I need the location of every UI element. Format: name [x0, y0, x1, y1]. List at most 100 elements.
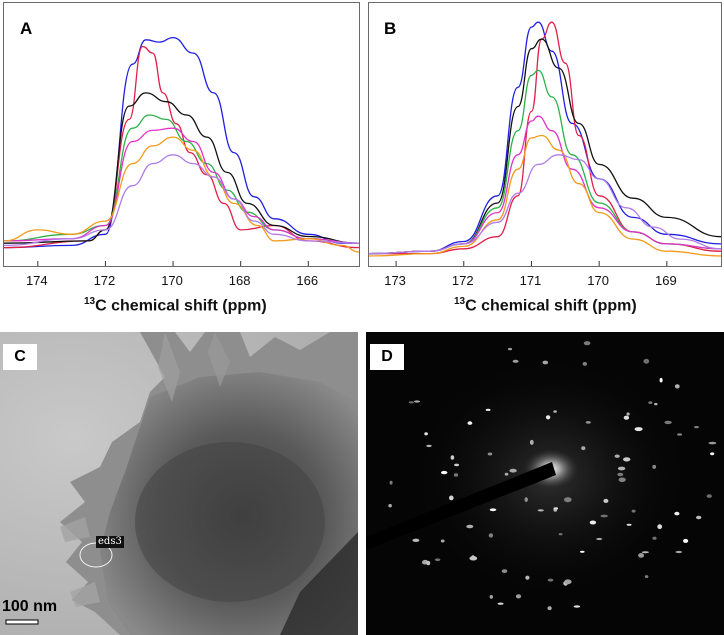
diffraction-spot: [507, 347, 513, 351]
diffraction-spot: [623, 457, 631, 462]
panel-d-label: D: [370, 344, 404, 370]
svgA-series-5: [4, 127, 359, 244]
diffraction-spot: [657, 524, 663, 530]
diffraction-spot: [515, 594, 522, 599]
panel-b: B 173 172 171 170 169 13C chemical shift (pp…: [362, 0, 724, 320]
diffraction-spot: [537, 509, 544, 512]
diffraction-spot: [600, 514, 608, 518]
diffraction-spot: [501, 569, 508, 573]
diffraction-spot: [626, 523, 632, 526]
panel-d-diffraction-image: D: [366, 332, 724, 635]
diffraction-spot: [467, 421, 473, 425]
diffraction-spot: [412, 538, 420, 542]
diffraction-spot: [694, 426, 699, 429]
diffraction-spot: [634, 427, 643, 432]
svgB-series-3: [369, 38, 721, 255]
diffraction-spot: [426, 444, 432, 448]
ticksA-label-172: 172: [93, 273, 116, 288]
diffraction-spot: [644, 575, 649, 579]
svgA-series-4: [4, 114, 359, 244]
panel-c-micrograph: [0, 332, 358, 635]
diffraction-spot: [454, 463, 460, 467]
diffraction-spot: [466, 524, 474, 529]
diffraction-spot: [450, 455, 455, 460]
svgA-series-3: [4, 92, 359, 244]
diffraction-spot: [674, 511, 680, 516]
ticksA-label-174: 174: [25, 273, 48, 288]
svgA-series-7: [4, 154, 359, 247]
diffraction-spot: [623, 415, 630, 420]
diffraction-spot: [453, 473, 459, 477]
panel-b-plot-area: [368, 2, 722, 267]
ticksB-label-171: 171: [519, 273, 542, 288]
svgB-series-2: [369, 21, 721, 255]
diffraction-spot: [542, 360, 549, 365]
panel-a-x-axis-label-sup: 13: [84, 296, 96, 307]
diffraction-spot: [426, 560, 431, 566]
diffraction-spot: [614, 454, 620, 458]
diffraction-spot: [413, 400, 421, 403]
svgB-series-1: [369, 21, 721, 255]
diffraction-spot: [638, 553, 645, 558]
diffraction-spot: [675, 550, 683, 554]
diffraction-spot: [553, 410, 557, 413]
diffraction-spot: [489, 595, 493, 599]
diffraction-spot: [696, 515, 702, 520]
diffraction-spot: [654, 402, 658, 406]
diffraction-spot: [485, 408, 491, 411]
diffraction-spot: [589, 520, 597, 525]
ticksB-label-172: 172: [451, 273, 474, 288]
diffraction-spot: [582, 362, 587, 366]
svgB-series-7: [369, 154, 721, 255]
panel-a-x-axis-label: 13C chemical shift (ppm): [84, 296, 267, 315]
diffraction-spot: [547, 606, 552, 611]
diffraction-spot: [487, 452, 493, 456]
panel-a-label: A: [20, 19, 33, 38]
diffraction-spot: [469, 556, 478, 561]
diffraction-spot: [553, 507, 559, 510]
ticksB-label-173: 173: [384, 273, 406, 288]
panel-d-diffraction-pattern: [366, 341, 717, 611]
ticksA-label-168: 168: [228, 273, 251, 288]
diffraction-spot: [488, 533, 494, 538]
diffraction-spot: [547, 578, 554, 582]
diffraction-spot: [652, 536, 657, 540]
panel-a: A 174 172 170 168 166 13C chemical shift (pp…: [0, 0, 362, 320]
diffraction-spot: [440, 539, 445, 543]
diffraction-spot: [564, 497, 572, 503]
ticksA-label-166: 166: [296, 273, 319, 288]
diffraction-spot: [388, 504, 392, 508]
diffraction-spot: [618, 477, 626, 483]
diffraction-spot: [449, 495, 454, 501]
diffraction-spot: [664, 420, 672, 425]
diffraction-spot: [683, 538, 689, 543]
ticksB-label-169: 169: [654, 273, 677, 288]
diffraction-spot: [648, 401, 653, 404]
svgB-series-6: [369, 134, 721, 257]
diffraction-spot: [441, 470, 448, 475]
diffraction-spot: [641, 551, 649, 554]
diffraction-spot: [674, 384, 680, 389]
panel-c-label: C: [3, 344, 37, 370]
diffraction-spot: [652, 464, 657, 469]
diffraction-spot: [545, 415, 551, 420]
panel-a-plot-area: [3, 2, 360, 267]
diffraction-spot: [710, 452, 715, 456]
diffraction-spot: [489, 508, 497, 512]
diffraction-spot: [631, 509, 636, 513]
panel-b-spectrum-chart: [369, 21, 721, 266]
eds3-annotation: eds3: [96, 536, 124, 548]
diffraction-spot: [529, 439, 534, 445]
diffraction-spot: [580, 550, 585, 553]
panel-b-x-axis-label: 13C chemical shift (ppm): [454, 296, 637, 315]
panel-b-label: B: [384, 19, 397, 38]
diffraction-spot: [617, 472, 624, 477]
panel-c-tem-image: C eds3 100 nm: [0, 332, 358, 635]
diffraction-spot: [434, 558, 441, 562]
panel-a-x-axis-label-text: C chemical shift (ppm): [95, 297, 267, 315]
diffraction-spot: [558, 533, 563, 536]
diffraction-spot: [677, 433, 683, 436]
diffraction-spot: [581, 446, 586, 451]
diffraction-spot: [497, 602, 504, 605]
diffraction-spot: [603, 498, 609, 503]
